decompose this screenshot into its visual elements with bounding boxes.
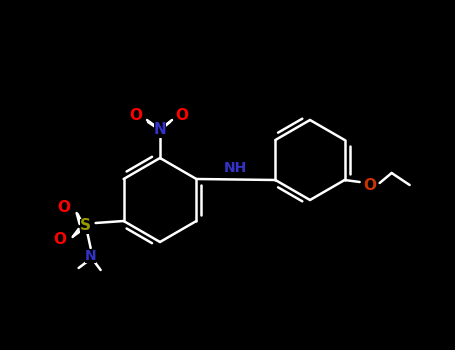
Text: NH: NH xyxy=(224,161,248,175)
Text: O: O xyxy=(363,177,376,192)
Text: S: S xyxy=(80,218,91,233)
Text: N: N xyxy=(154,122,167,138)
Text: O: O xyxy=(57,201,70,216)
Text: O: O xyxy=(53,232,66,247)
Text: O: O xyxy=(176,108,188,124)
Text: N: N xyxy=(85,249,96,263)
Text: O: O xyxy=(130,108,142,124)
